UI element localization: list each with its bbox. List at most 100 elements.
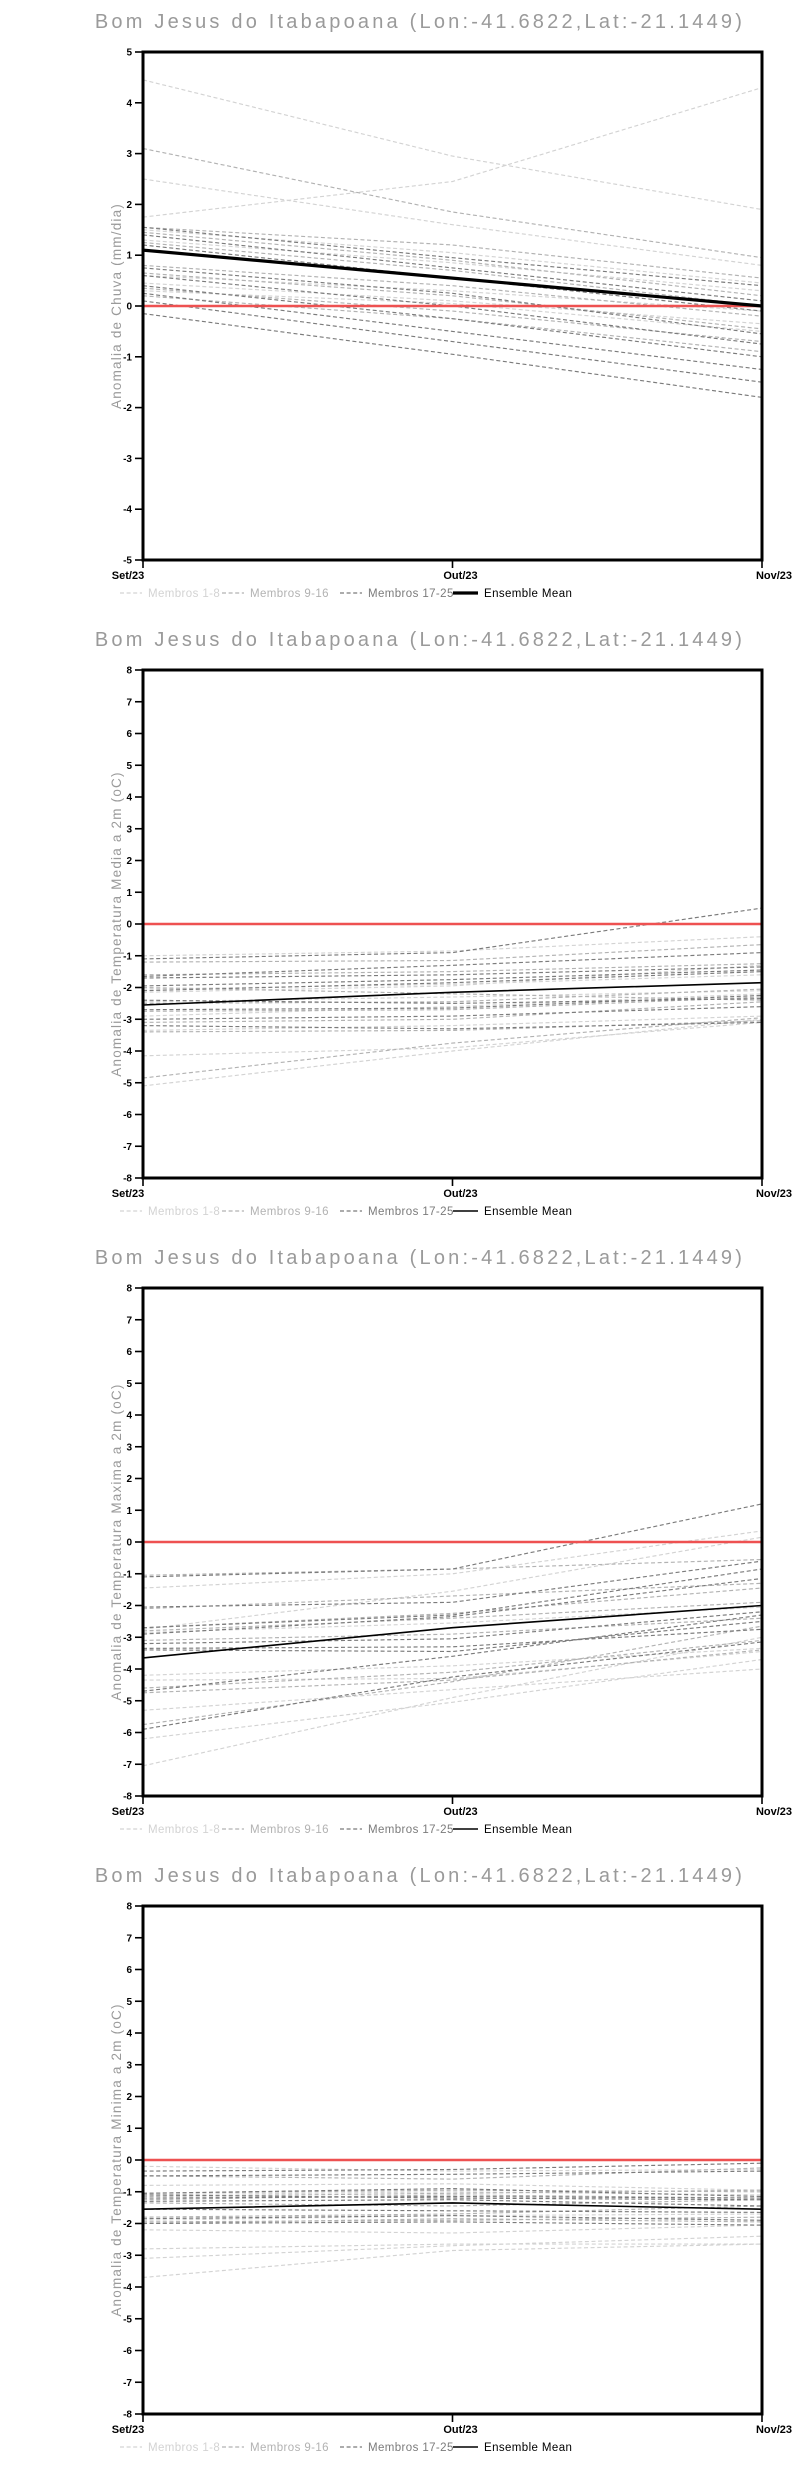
member-line [142, 966, 763, 979]
y-tick-label: -7 [123, 1142, 132, 1153]
x-tick-label: Out/23 [443, 2424, 477, 2436]
y-tick-label: 5 [126, 1997, 132, 2008]
y-axis-label: Anomalia de Chuva (mm/dia) [109, 203, 124, 409]
x-tick-label: Nov/23 [756, 570, 792, 582]
y-tick-label: -7 [123, 2378, 132, 2389]
y-tick-label: -4 [123, 1665, 132, 1676]
member-line [142, 2167, 763, 2180]
ensemble-mean-line [142, 248, 763, 308]
y-tick-label: -3 [123, 2251, 132, 2262]
member-line [142, 936, 763, 957]
member-line [142, 1536, 763, 1630]
legend-item-label: Membros 9-16 [250, 1824, 329, 1836]
member-line [142, 971, 763, 992]
y-tick-label: 3 [126, 824, 132, 835]
member-line [142, 2205, 763, 2218]
plot-frame [141, 50, 764, 562]
member-line [142, 1636, 763, 1767]
y-tick-label: 4 [126, 98, 132, 109]
y-tick-label: 2 [126, 1474, 132, 1485]
chart-title: Bom Jesus do Itabapoana (Lon:-41.6822,La… [95, 11, 745, 33]
x-tick-label: Out/23 [443, 1806, 477, 1818]
y-tick-label: -4 [123, 1047, 132, 1058]
legend-mean-label: Ensemble Mean [484, 1206, 572, 1218]
member-line [142, 2189, 763, 2198]
legend-mean-label: Ensemble Mean [484, 588, 572, 600]
member-line [142, 313, 763, 398]
member-line [142, 974, 763, 990]
legend-item-label: Membros 9-16 [250, 1206, 329, 1218]
y-tick-label: 2 [126, 2092, 132, 2103]
y-tick-label: 3 [126, 149, 132, 160]
member-line [142, 287, 763, 343]
member-line [142, 1015, 763, 1031]
chart-mean-temperature-anomaly: Bom Jesus do Itabapoana (Lon:-41.6822,La… [0, 618, 800, 1236]
x-tick-label: Set/23 [112, 570, 144, 582]
legend-item-label: Membros 1-8 [148, 1206, 220, 1218]
member-line [142, 994, 763, 1011]
y-tick-label: 6 [126, 1347, 132, 1358]
member-line [142, 1639, 763, 1689]
member-line [142, 2213, 763, 2221]
member-line [142, 1006, 763, 1020]
x-tick-label: Nov/23 [756, 1188, 792, 1200]
y-tick-label: -5 [123, 556, 132, 567]
plot-frame [141, 668, 764, 1180]
x-tick-label: Set/23 [112, 1188, 144, 1200]
chart-precipitation-anomaly: Bom Jesus do Itabapoana (Lon:-41.6822,La… [0, 0, 800, 618]
y-tick-label: -3 [123, 1633, 132, 1644]
member-line [142, 2183, 763, 2191]
member-line [142, 1018, 763, 1087]
member-line [142, 229, 763, 284]
legend-item-label: Membros 17-25 [368, 1206, 454, 1218]
y-tick-label: 4 [126, 793, 132, 804]
y-tick-label: -1 [123, 2187, 132, 2198]
y-tick-label: 4 [126, 2029, 132, 2040]
member-line [142, 2194, 763, 2201]
y-tick-label: -8 [123, 1174, 132, 1185]
member-line [142, 2224, 763, 2234]
member-line [142, 1628, 763, 1649]
x-tick-label: Out/23 [443, 570, 477, 582]
y-tick-label: 0 [126, 920, 132, 931]
member-line [142, 2195, 763, 2199]
y-tick-label: 3 [126, 1442, 132, 1453]
member-line [142, 1601, 763, 1632]
y-tick-label: 7 [126, 697, 132, 708]
legend-item-label: Membros 9-16 [250, 588, 329, 600]
y-tick-label: 1 [126, 888, 132, 899]
y-tick-label: 2 [126, 200, 132, 211]
x-tick-label: Set/23 [112, 2424, 144, 2436]
y-tick-label: -1 [123, 352, 132, 363]
y-tick-label: 7 [126, 1315, 132, 1326]
member-line [142, 2235, 763, 2259]
ensemble-mean-line [142, 1604, 763, 1659]
y-tick-label: -3 [123, 1015, 132, 1026]
y-tick-label: 8 [126, 1902, 132, 1913]
precipitation-anomaly-plot: Bom Jesus do Itabapoana (Lon:-41.6822,La… [95, 11, 792, 600]
y-tick-label: 0 [126, 1538, 132, 1549]
member-line [142, 178, 763, 266]
member-line [142, 1577, 763, 1635]
member-line [142, 274, 763, 345]
y-tick-label: -4 [123, 2283, 132, 2294]
legend-item-label: Membros 1-8 [148, 588, 220, 600]
y-tick-label: 8 [126, 666, 132, 677]
member-line [142, 1021, 763, 1057]
y-axis-label: Anomalia de Temperatura Maxima a 2m (oC) [109, 1383, 124, 1700]
y-tick-label: 5 [126, 761, 132, 772]
y-tick-label: -3 [123, 454, 132, 465]
max-temperature-anomaly-plot: Bom Jesus do Itabapoana (Lon:-41.6822,La… [95, 1247, 792, 1836]
member-line [142, 1568, 763, 1629]
member-line [142, 1558, 763, 1576]
member-line [142, 986, 763, 1001]
y-tick-label: 0 [126, 302, 132, 313]
y-tick-label: -5 [123, 1696, 132, 1707]
member-line [142, 1611, 763, 1645]
member-line [142, 1614, 763, 1692]
plot-frame [141, 1286, 764, 1798]
member-line [142, 2165, 763, 2172]
y-tick-label: 1 [126, 2124, 132, 2135]
member-line [142, 274, 763, 312]
